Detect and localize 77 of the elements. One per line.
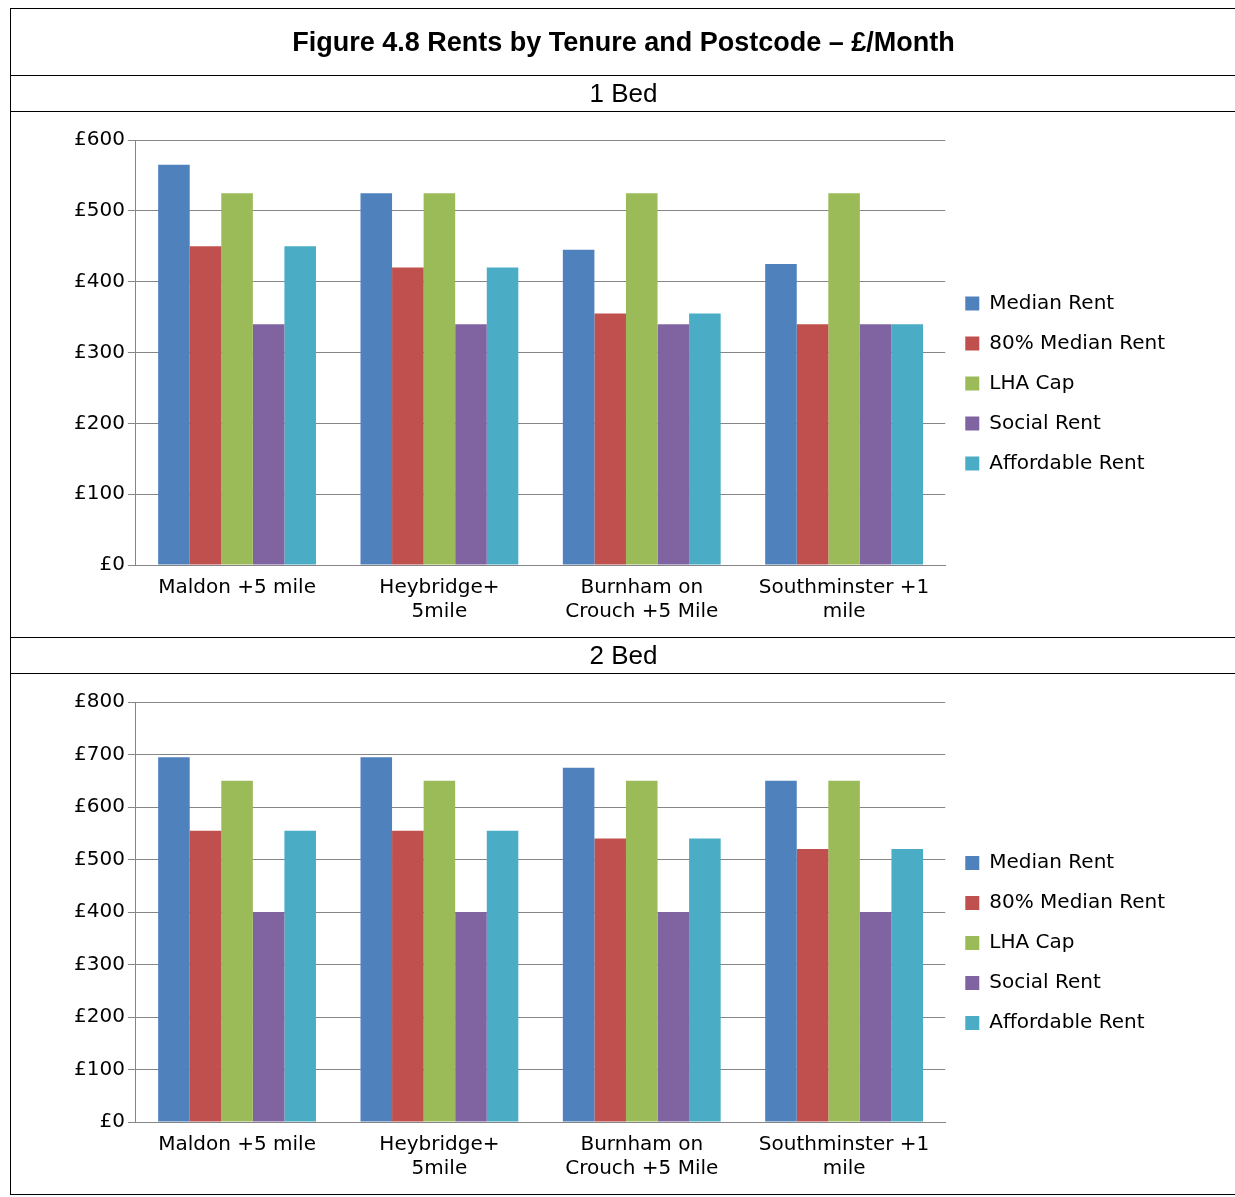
bar	[657, 912, 690, 1122]
bar	[252, 912, 285, 1122]
bar	[360, 757, 393, 1122]
bar	[796, 324, 829, 565]
bar	[284, 246, 316, 565]
bar	[625, 193, 658, 565]
chart-subtitle: 1 Bed	[11, 76, 1235, 112]
legend-label: 80% Median Rent	[989, 889, 1166, 914]
chart-subtitle: 2 Bed	[11, 638, 1235, 674]
y-tick-label: £100	[73, 480, 125, 505]
bar	[455, 912, 487, 1122]
bar	[594, 313, 626, 565]
bar	[562, 767, 595, 1122]
bar	[859, 912, 892, 1122]
bar	[828, 780, 860, 1122]
bar	[594, 838, 626, 1122]
legend-label: 80% Median Rent	[989, 329, 1166, 354]
bar	[562, 249, 595, 565]
y-tick-label: £600	[73, 126, 125, 151]
x-tick-label: Southminster +1 mile	[758, 1131, 930, 1180]
y-tick-label: £500	[73, 197, 125, 222]
x-tick-label: Southminster +1 mile	[758, 574, 930, 623]
bar	[423, 780, 456, 1122]
bar	[486, 267, 519, 565]
bar	[284, 830, 316, 1122]
bar	[891, 324, 924, 565]
x-tick-label: Heybridge+ 5mile	[379, 1131, 500, 1180]
y-tick-label: £0	[99, 1108, 125, 1133]
bar	[392, 267, 424, 565]
bar	[796, 849, 829, 1122]
bar	[158, 757, 190, 1122]
bar	[392, 830, 424, 1122]
bar	[657, 324, 690, 565]
bar	[765, 780, 797, 1122]
y-tick-label: £400	[73, 267, 125, 292]
y-tick-label: £300	[73, 950, 125, 975]
bar	[189, 830, 222, 1122]
bar	[765, 263, 797, 565]
y-tick-label: £600	[73, 793, 125, 818]
x-tick-label: Maldon +5 mile	[158, 1131, 316, 1156]
bar	[689, 838, 721, 1122]
legend-label: Social Rent	[989, 409, 1101, 434]
bar	[221, 193, 253, 565]
y-tick-label: £400	[73, 898, 125, 923]
bar	[625, 780, 658, 1122]
y-tick-label: £300	[73, 338, 125, 363]
x-tick-label: Burnham on Crouch +5 Mile	[565, 574, 719, 623]
legend-label: Social Rent	[989, 969, 1101, 994]
legend-label: Median Rent	[989, 849, 1115, 874]
bar	[252, 324, 285, 565]
y-tick-label: £500	[73, 845, 125, 870]
legend-label: Affordable Rent	[989, 449, 1145, 474]
bar	[360, 193, 393, 565]
bar	[891, 849, 924, 1122]
legend-label: LHA Cap	[989, 929, 1075, 954]
bar	[189, 246, 222, 565]
legend-label: Affordable Rent	[989, 1009, 1145, 1034]
legend-label: LHA Cap	[989, 369, 1075, 394]
legend-label: Median Rent	[989, 289, 1115, 314]
chart-title: Figure 4.8 Rents by Tenure and Postcode – £/Month	[11, 9, 1235, 76]
y-tick-label: £700	[73, 740, 125, 765]
bar	[221, 780, 253, 1122]
bar	[828, 193, 860, 565]
bar	[423, 193, 456, 565]
x-tick-label: Heybridge+ 5mile	[379, 574, 500, 623]
x-tick-label: Maldon +5 mile	[158, 574, 316, 599]
bar	[158, 164, 190, 565]
y-tick-label: £100	[73, 1055, 125, 1080]
bar	[859, 324, 892, 565]
y-tick-label: £0	[99, 551, 125, 576]
bar	[689, 313, 721, 565]
x-tick-label: Burnham on Crouch +5 Mile	[565, 1131, 719, 1180]
bar	[486, 830, 519, 1122]
bar	[455, 324, 487, 565]
y-tick-label: £800	[73, 688, 125, 713]
y-tick-label: £200	[73, 1003, 125, 1028]
y-tick-label: £200	[73, 409, 125, 434]
